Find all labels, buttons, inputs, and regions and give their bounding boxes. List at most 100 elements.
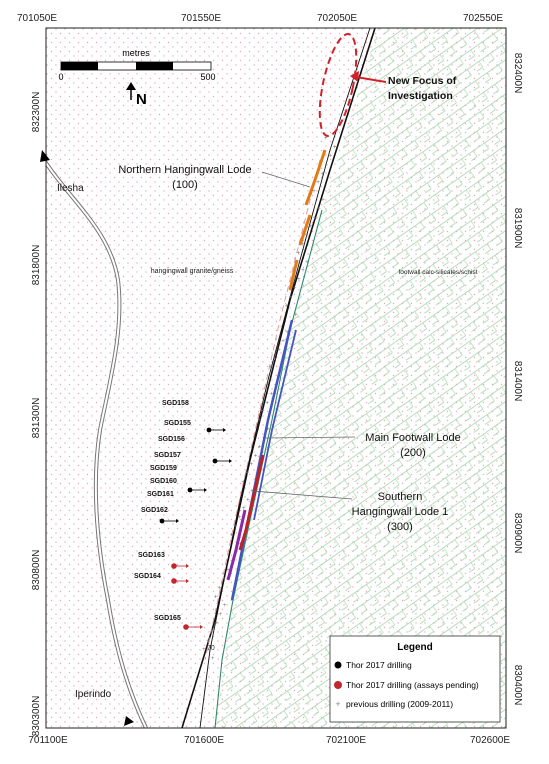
- callout-southern-line2: Hangingwall Lode 1: [352, 506, 449, 518]
- callout-northern-line2: (100): [172, 179, 198, 191]
- previous-drill-cross: +: [305, 259, 309, 265]
- drillhole-label: SGD158: [162, 400, 189, 407]
- zone-footwall-label: footwall calc-silicates/schist: [398, 269, 477, 276]
- main-footwall-lode-branch: [253, 329, 297, 521]
- map-frame: [45, 27, 507, 729]
- main-footwall-lode: [230, 319, 294, 601]
- callout-northern-leader: [261, 171, 311, 188]
- legend-item-label: previous drilling (2009-2011): [346, 699, 453, 709]
- previous-drill-cross: +: [270, 392, 274, 398]
- previous-drill-cross: +: [265, 400, 269, 406]
- previous-drill-cross: +: [301, 242, 305, 248]
- previous-drill-cross: +: [211, 656, 215, 662]
- legend: Legend Thor 2017 drilling Thor 2017 dril…: [329, 635, 501, 723]
- drill-collar-red: [171, 563, 189, 569]
- previous-drill-cross: +: [325, 162, 329, 168]
- ilesha-arrow-icon: [40, 150, 50, 162]
- coord-top: 702050E: [317, 13, 357, 24]
- previous-drill-cross: +: [241, 480, 245, 486]
- road: [46, 161, 147, 728]
- drill-collar-black: [187, 487, 207, 493]
- previous-drill-cross: +: [234, 524, 238, 530]
- previous-drill-cross: +: [215, 621, 219, 627]
- place-ilesha: Ilesha: [57, 183, 84, 194]
- northern-lode-segment: [298, 214, 312, 246]
- coord-top: 701050E: [17, 13, 57, 24]
- previous-drill-cross: +: [305, 233, 309, 239]
- drillhole-label: SGD164: [134, 573, 161, 580]
- previous-drill-cross: +: [250, 489, 254, 495]
- coord-right: 832400N: [512, 53, 523, 94]
- previous-drilling-marks: ++++++++++++++++++++++++++++++++++++++++…: [202, 136, 337, 662]
- coord-bottom: 702100E: [326, 735, 366, 746]
- drillhole-label: SGD157: [154, 452, 181, 459]
- previous-drill-cross: +: [210, 630, 214, 636]
- previous-drill-cross: +: [261, 409, 265, 415]
- scale-title: metres: [122, 48, 150, 58]
- previous-drill-cross: +: [321, 198, 325, 204]
- coord-left: 830800N: [31, 550, 42, 591]
- drillhole-label: SGD155: [164, 420, 191, 427]
- previous-drill-cross: +: [214, 594, 218, 600]
- place-iperindo: Iperindo: [75, 689, 112, 700]
- coord-right: 830900N: [512, 513, 523, 554]
- previous-drill-cross: +: [242, 506, 246, 512]
- previous-drill-cross: +: [206, 638, 210, 644]
- coord-right: 831400N: [512, 361, 523, 402]
- callout-main-line1: Main Footwall Lode: [365, 432, 460, 444]
- previous-drill-cross: +: [329, 154, 333, 160]
- previous-drill-cross: +: [321, 171, 325, 177]
- previous-drill-cross: +: [324, 136, 328, 142]
- coord-right: 831900N: [512, 208, 523, 249]
- previous-drill-cross: +: [312, 189, 316, 195]
- previous-drill-cross: +: [254, 453, 258, 459]
- northern-lode-segment: [304, 149, 327, 206]
- dip-label: 70: [207, 645, 215, 652]
- callout-southern-leader: [252, 490, 353, 500]
- previous-drill-cross: +: [317, 207, 321, 213]
- northern-lode-segment: [288, 259, 299, 291]
- coord-left: 832300N: [31, 92, 42, 133]
- coord-right: 830400N: [512, 665, 523, 706]
- fault-line-secondary: [199, 28, 371, 728]
- legend-red-dot: [334, 681, 342, 689]
- footwall-area: [215, 28, 506, 728]
- previous-drill-cross: +: [316, 180, 320, 186]
- previous-drill-cross: +: [246, 471, 250, 477]
- previous-drill-cross: +: [223, 603, 227, 609]
- coord-bottom: 701100E: [28, 735, 68, 746]
- coord-top: 701550E: [181, 13, 221, 24]
- drill-collar-black: [206, 427, 226, 433]
- drillhole-label: SGD165: [154, 615, 181, 622]
- previous-drill-cross: +: [238, 515, 242, 521]
- drill-collar-red: [171, 578, 189, 584]
- drill-collar-black: [159, 518, 179, 524]
- new-focus-ellipse: [318, 33, 358, 137]
- north-arrow-icon: [126, 82, 136, 100]
- legend-item-label: Thor 2017 drilling: [346, 660, 412, 670]
- drill-collar-red: [183, 624, 203, 630]
- previous-drill-cross: +: [281, 339, 285, 345]
- coord-bottom: 701600E: [184, 735, 224, 746]
- previous-drill-cross: +: [309, 224, 313, 230]
- callout-southern-line3: (300): [387, 521, 413, 533]
- drillhole-label: SGD161: [147, 491, 174, 498]
- drillhole-label: SGD156: [158, 436, 185, 443]
- previous-drill-cross: +: [219, 612, 223, 618]
- previous-drill-cross: +: [301, 268, 305, 274]
- southern-hangingwall-lode: [238, 454, 265, 551]
- previous-drill-cross: +: [277, 348, 281, 354]
- previous-drill-cross: +: [246, 497, 250, 503]
- legend-title: Legend: [397, 642, 433, 653]
- iperindo-arrow-icon: [124, 716, 134, 726]
- scale-end: 500: [200, 72, 215, 82]
- callout-main-leader: [264, 436, 356, 439]
- drillhole-label: SGD162: [141, 507, 168, 514]
- dashed-structure-line: [204, 159, 321, 661]
- drillhole-label: SGD159: [150, 465, 177, 472]
- previous-drill-cross: +: [273, 356, 277, 362]
- previous-drill-cross: +: [250, 462, 254, 468]
- scale-start: 0: [58, 72, 63, 82]
- zone-hangingwall-label: hangingwall granite/gneiss: [151, 268, 234, 275]
